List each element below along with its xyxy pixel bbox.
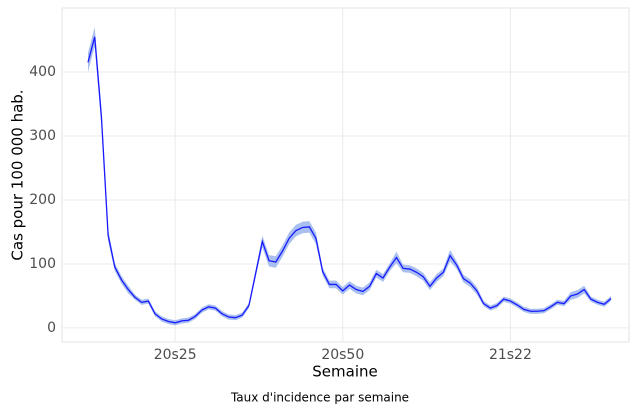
caption: Taux d'incidence par semaine: [230, 391, 409, 405]
x-tick-label: 20s25: [154, 347, 197, 363]
panel: [61, 7, 630, 343]
y-tick-label: 0: [47, 320, 56, 336]
x-tick-label: 20s50: [321, 347, 364, 363]
line: [87, 36, 612, 324]
y-tick-label: 100: [29, 256, 56, 272]
y-tick-label: 200: [29, 192, 56, 208]
y-tick-label: 300: [29, 128, 56, 144]
y-axis-title: Cas pour 100 000 hab.: [9, 89, 27, 260]
y-tick-label: 400: [29, 64, 56, 80]
x-tick-label: 21s22: [489, 347, 532, 363]
x-axis-title: Semaine: [312, 363, 377, 381]
